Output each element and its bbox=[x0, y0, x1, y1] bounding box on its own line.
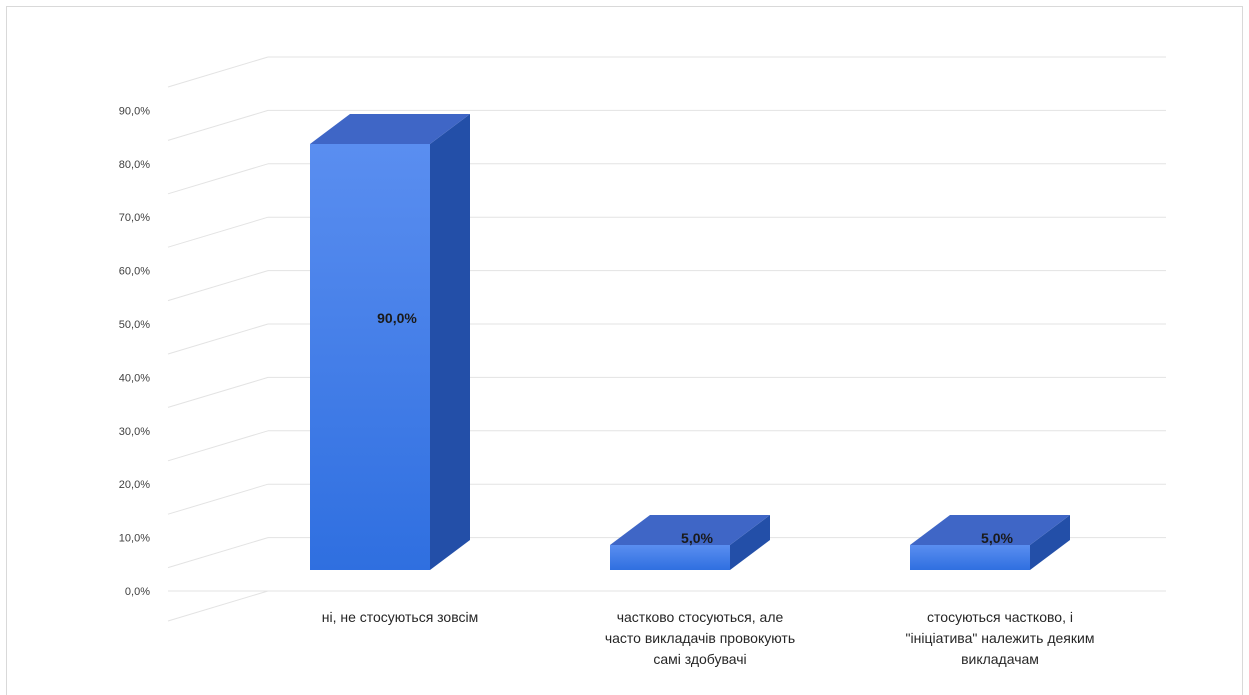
category-label-line: стосуються частково, і bbox=[927, 609, 1073, 625]
bar-top bbox=[310, 113, 470, 144]
category-label-line: "ініціатива" належить деяким bbox=[906, 630, 1095, 646]
category-label: частково стосуються, але часто викладачів… bbox=[605, 609, 795, 667]
data-label: 5,0% bbox=[681, 530, 713, 546]
bar bbox=[310, 143, 430, 570]
y-tick-label: 90,0% bbox=[119, 105, 150, 117]
bars bbox=[310, 113, 1070, 570]
gridline-side bbox=[167, 56, 269, 88]
gridline-side bbox=[167, 537, 269, 569]
bar-side bbox=[730, 515, 770, 570]
gridline-side bbox=[167, 270, 269, 302]
y-tick-label: 40,0% bbox=[119, 372, 150, 384]
gridline-side bbox=[167, 376, 269, 408]
y-tick-label: 10,0% bbox=[119, 533, 150, 545]
bar-side bbox=[430, 113, 470, 570]
gridline-side bbox=[167, 163, 269, 195]
gridline-side bbox=[167, 590, 269, 622]
y-tick-label: 30,0% bbox=[119, 426, 150, 438]
y-tick-label: 80,0% bbox=[119, 159, 150, 171]
category-label: стосуються частково, і "ініціатива" належ… bbox=[906, 609, 1095, 667]
gridline-side bbox=[167, 483, 269, 515]
y-axis-ticks: 0,0% 10,0% 20,0% 30,0% 40,0% 50,0% 60,0% 70,0% 8… bbox=[119, 105, 150, 598]
category-label-line: частково стосуються, але bbox=[617, 609, 784, 625]
category-label-line: часто викладачів провокують bbox=[605, 630, 795, 646]
data-label: 5,0% bbox=[981, 530, 1013, 546]
y-tick-label: 0,0% bbox=[125, 586, 150, 598]
bar bbox=[910, 545, 1030, 570]
y-tick-label: 20,0% bbox=[119, 479, 150, 491]
gridline-side bbox=[167, 216, 269, 248]
bar bbox=[610, 545, 730, 570]
category-label-line: ні, не стосуються зовсім bbox=[322, 609, 479, 625]
bar-top bbox=[910, 515, 1070, 545]
data-label: 90,0% bbox=[377, 310, 417, 326]
category-label: ні, не стосуються зовсім bbox=[322, 609, 479, 625]
category-label-line: викладачам bbox=[961, 651, 1039, 667]
data-labels: 90,0% 5,0% 5,0% bbox=[377, 310, 1013, 546]
x-axis-categories: ні, не стосуються зовсім частково стосуют… bbox=[322, 609, 1095, 667]
chart-frame bbox=[6, 6, 1243, 695]
y-tick-label: 50,0% bbox=[119, 319, 150, 331]
y-tick-label: 70,0% bbox=[119, 212, 150, 224]
gridline-side bbox=[167, 430, 269, 462]
category-label-line: самі здобувачі bbox=[653, 651, 746, 667]
bar-side bbox=[1030, 515, 1070, 570]
gridline-side bbox=[167, 323, 269, 355]
gridline-side bbox=[167, 109, 269, 141]
y-tick-label: 60,0% bbox=[119, 266, 150, 278]
bar-top bbox=[610, 515, 770, 545]
